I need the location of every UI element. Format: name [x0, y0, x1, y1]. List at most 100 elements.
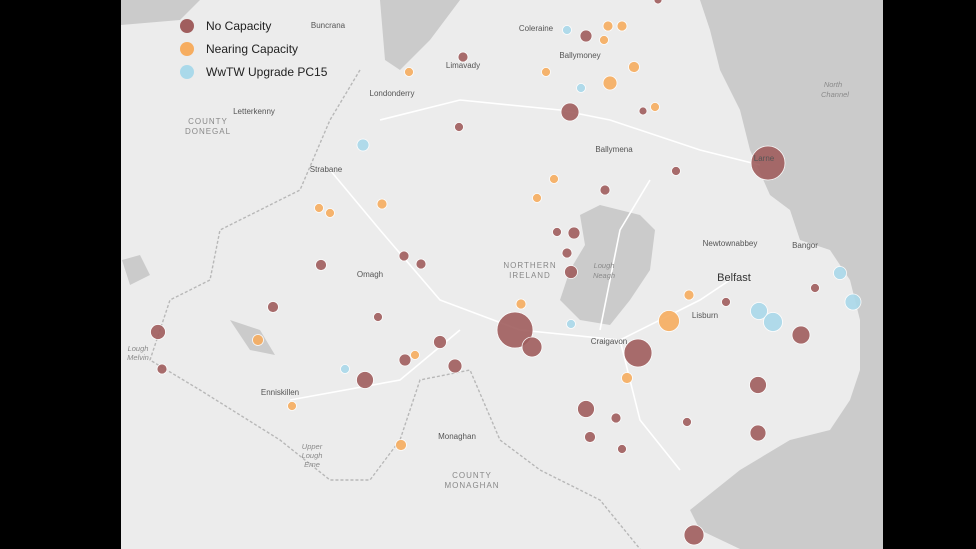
site-marker: [454, 122, 464, 132]
site-marker: [671, 166, 681, 176]
site-marker: [844, 293, 862, 311]
site-marker: [721, 297, 731, 307]
place-label: Strabane: [310, 165, 343, 174]
site-marker: [376, 198, 388, 210]
place-label: Buncrana: [311, 21, 346, 30]
place-label: Bangor: [792, 241, 818, 250]
legend-label: Nearing Capacity: [206, 42, 298, 56]
site-marker: [682, 417, 692, 427]
region-label: MONAGHAN: [444, 481, 499, 490]
water-label: North: [824, 80, 842, 89]
site-marker: [561, 247, 573, 259]
site-marker: [373, 312, 383, 322]
legend-swatch: [180, 42, 194, 56]
place-label: Omagh: [357, 270, 383, 279]
site-marker: [549, 174, 559, 184]
site-marker: [658, 310, 680, 332]
site-marker: [810, 283, 820, 293]
place-label: Larne: [754, 154, 775, 163]
place-label: Coleraine: [519, 24, 554, 33]
site-marker: [833, 266, 847, 280]
site-marker: [750, 302, 768, 320]
site-marker: [315, 259, 327, 271]
site-marker: [415, 258, 427, 270]
site-marker: [515, 298, 527, 310]
site-marker: [623, 338, 653, 368]
site-marker: [314, 203, 324, 213]
city-label: Belfast: [717, 272, 751, 284]
site-marker: [577, 400, 595, 418]
region-label: COUNTY: [188, 117, 228, 126]
site-marker: [610, 412, 622, 424]
site-marker: [521, 336, 543, 358]
site-marker: [410, 350, 420, 360]
legend-label: No Capacity: [206, 19, 271, 33]
place-label: Lisburn: [692, 311, 718, 320]
border: [149, 69, 641, 549]
site-marker: [356, 371, 374, 389]
site-marker: [447, 358, 463, 374]
sea: [690, 0, 883, 549]
site-marker: [541, 67, 551, 77]
site-marker: [552, 227, 562, 237]
place-label: Craigavon: [591, 337, 627, 346]
site-marker: [602, 75, 618, 91]
place-label: Monaghan: [438, 432, 476, 441]
lough: [122, 255, 275, 355]
site-marker: [599, 184, 611, 196]
site-marker: [562, 25, 572, 35]
site-marker: [398, 353, 412, 367]
site-marker: [395, 439, 407, 451]
site-marker: [621, 372, 633, 384]
region-label: IRELAND: [509, 271, 551, 280]
site-marker: [433, 335, 447, 349]
site-marker: [749, 376, 767, 394]
site-marker: [287, 401, 297, 411]
water-label: Erne: [304, 460, 320, 469]
sea-west: [121, 0, 460, 70]
region-label: DONEGAL: [185, 127, 231, 136]
water-label: Melvin: [127, 353, 149, 362]
site-marker: [653, 0, 663, 5]
site-marker: [404, 67, 414, 77]
site-marker: [576, 83, 586, 93]
site-marker: [340, 364, 350, 374]
legend: No Capacity Nearing Capacity WwTW Upgrade …: [180, 19, 328, 79]
markers: [150, 0, 862, 546]
water-label: Lough: [594, 261, 615, 270]
place-label: Ballymoney: [559, 51, 600, 60]
site-marker: [532, 193, 542, 203]
site-marker: [560, 102, 580, 122]
site-marker: [267, 301, 279, 313]
site-marker: [398, 250, 410, 262]
site-marker: [638, 106, 648, 116]
water-label: Upper: [302, 442, 323, 451]
place-label: Newtownabbey: [703, 239, 758, 248]
site-marker: [150, 324, 166, 340]
site-marker: [567, 226, 581, 240]
water-label: Neagh: [593, 271, 615, 280]
legend-label: WwTW Upgrade PC15: [206, 65, 328, 79]
site-marker: [763, 312, 783, 332]
site-marker: [683, 524, 705, 546]
site-marker: [683, 289, 695, 301]
site-marker: [650, 102, 660, 112]
legend-swatch: [180, 19, 194, 33]
site-marker: [496, 311, 534, 349]
lough-neagh: [560, 205, 655, 325]
site-marker: [749, 424, 767, 442]
site-marker: [156, 363, 168, 375]
site-marker: [599, 35, 609, 45]
site-marker: [252, 334, 264, 346]
site-marker: [617, 444, 627, 454]
site-marker: [750, 145, 786, 181]
site-marker: [791, 325, 811, 345]
legend-swatch: [180, 65, 194, 79]
region-label: COUNTY: [452, 471, 492, 480]
site-marker: [579, 29, 593, 43]
place-label: Ballymena: [595, 145, 633, 154]
place-label: Enniskillen: [261, 388, 299, 397]
water-label: Channel: [821, 90, 849, 99]
water-label: Lough: [302, 451, 323, 460]
site-marker: [356, 138, 370, 152]
